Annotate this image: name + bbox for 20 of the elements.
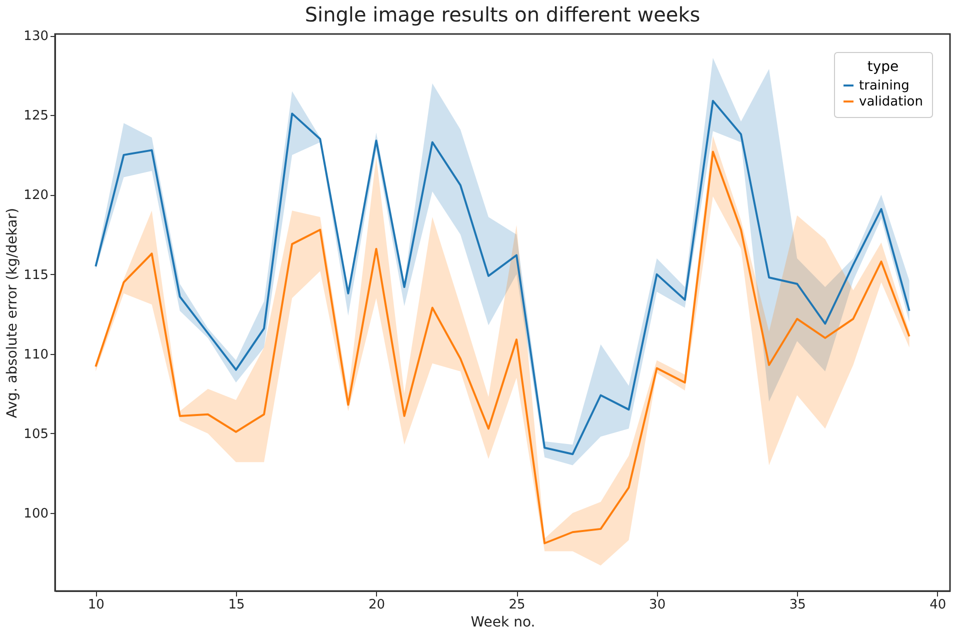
x-tick-label: 20 — [368, 598, 386, 612]
x-axis-title: Week no. — [470, 614, 536, 630]
legend-label: training — [859, 78, 910, 94]
legend-label: validation — [859, 94, 924, 110]
x-tick-label: 25 — [508, 598, 526, 612]
x-tick-label: 35 — [789, 598, 806, 612]
x-tick-label: 30 — [649, 598, 666, 612]
y-tick-label: 100 — [24, 506, 48, 522]
chart-title: Single image results on different weeks — [304, 2, 700, 27]
y-tick-label: 105 — [24, 426, 48, 442]
y-tick-label: 130 — [24, 29, 48, 44]
x-tick-label: 40 — [930, 598, 946, 612]
y-tick-label: 125 — [24, 108, 48, 124]
y-tick-label: 115 — [24, 268, 48, 283]
legend-title: type — [867, 59, 899, 75]
y-tick-label: 120 — [24, 188, 48, 204]
y-tick-label: 110 — [24, 347, 48, 362]
x-tick-label: 10 — [88, 598, 104, 612]
x-tick-label: 15 — [228, 598, 245, 612]
y-axis-title: Avg. absolute error (kg/dekar) — [4, 208, 21, 418]
